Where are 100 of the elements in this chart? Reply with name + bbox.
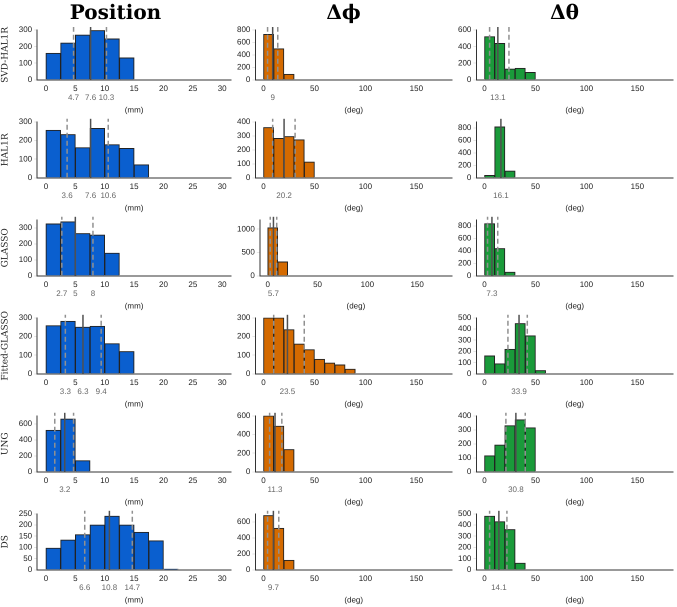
x-axis-title: (mm) bbox=[124, 595, 144, 604]
x-tick-label: 0 bbox=[44, 280, 49, 289]
x-tick-label: 150 bbox=[410, 84, 424, 93]
x-tick-label: 0 bbox=[44, 378, 49, 387]
chart-title: Δϕ bbox=[326, 0, 361, 24]
y-tick-label: 300 bbox=[458, 335, 472, 344]
y-tick-label: 150 bbox=[18, 531, 33, 540]
ref-line-label: 11.3 bbox=[268, 485, 284, 494]
y-tick-label: 200 bbox=[18, 451, 33, 460]
ref-line-label: 5.7 bbox=[268, 289, 280, 298]
y-tick-label: 500 bbox=[458, 509, 472, 518]
x-tick-label: 150 bbox=[630, 378, 645, 387]
ref-line-label: 9 bbox=[270, 93, 276, 102]
x-tick-label: 50 bbox=[530, 84, 540, 93]
y-tick-label: 0 bbox=[246, 369, 251, 378]
x-tick-label: 5 bbox=[73, 574, 78, 583]
y-tick-label: 200 bbox=[236, 448, 251, 458]
chart-title: Position bbox=[70, 0, 162, 24]
x-tick-label: 100 bbox=[580, 84, 594, 93]
y-tick-label: 300 bbox=[18, 117, 33, 126]
x-axis-title: (mm) bbox=[124, 399, 144, 408]
y-tick-label: 200 bbox=[18, 520, 33, 530]
x-axis-title: (deg) bbox=[565, 399, 584, 408]
ref-line-label: 6.3 bbox=[77, 387, 90, 396]
y-tick-label: 100 bbox=[458, 358, 472, 367]
y-tick-label: 0 bbox=[28, 75, 33, 84]
y-axis-title: DS bbox=[0, 535, 11, 548]
y-tick-label: 800 bbox=[458, 221, 472, 230]
ref-line-label: 14.7 bbox=[124, 583, 141, 592]
x-tick-label: 0 bbox=[482, 574, 488, 583]
y-tick-label: 0 bbox=[466, 173, 472, 182]
x-tick-label: 100 bbox=[358, 182, 373, 191]
y-tick-label: 400 bbox=[458, 246, 472, 256]
x-tick-label: 50 bbox=[530, 476, 540, 485]
ref-line-label: 9.4 bbox=[96, 387, 108, 396]
y-tick-label: 400 bbox=[458, 520, 472, 530]
y-tick-label: 400 bbox=[236, 117, 251, 126]
x-tick-label: 25 bbox=[188, 476, 198, 485]
y-tick-label: 100 bbox=[18, 154, 33, 164]
x-axis-title: (deg) bbox=[565, 497, 584, 506]
ref-line-label: 10.8 bbox=[102, 583, 118, 592]
x-axis-title: (deg) bbox=[565, 105, 584, 114]
y-tick-label: 0 bbox=[28, 369, 33, 378]
y-tick-label: 50 bbox=[23, 554, 33, 563]
x-tick-label: 0 bbox=[44, 182, 49, 191]
x-tick-label: 0 bbox=[261, 84, 266, 93]
x-tick-label: 10 bbox=[100, 182, 110, 191]
x-tick-label: 15 bbox=[130, 476, 140, 485]
ref-line-label: 3.6 bbox=[62, 191, 74, 200]
x-tick-label: 30 bbox=[218, 378, 228, 387]
x-tick-label: 30 bbox=[218, 476, 228, 485]
x-axis-title: (deg) bbox=[344, 497, 364, 506]
y-tick-label: 100 bbox=[236, 159, 251, 168]
ref-line-label: 8 bbox=[90, 289, 96, 298]
y-tick-label: 300 bbox=[18, 223, 33, 232]
y-tick-label: 200 bbox=[458, 439, 472, 448]
y-tick-label: 300 bbox=[18, 313, 33, 322]
y-axis-title: GLASSO bbox=[0, 228, 11, 268]
x-tick-label: 25 bbox=[188, 378, 198, 387]
y-tick-label: 0 bbox=[250, 271, 256, 280]
y-tick-label: 300 bbox=[458, 425, 472, 434]
ref-line-label: 14.1 bbox=[491, 583, 508, 592]
x-tick-label: 30 bbox=[218, 182, 228, 191]
x-tick-label: 25 bbox=[188, 280, 198, 289]
x-tick-label: 10 bbox=[100, 574, 110, 583]
y-tick-label: 100 bbox=[458, 554, 472, 563]
y-tick-label: 0 bbox=[466, 565, 472, 574]
ref-line-label: 3.3 bbox=[60, 387, 72, 396]
y-tick-label: 0 bbox=[28, 565, 33, 574]
x-tick-label: 0 bbox=[261, 378, 266, 387]
y-tick-label: 200 bbox=[458, 258, 472, 268]
y-tick-label: 0 bbox=[246, 565, 251, 574]
x-tick-label: 0 bbox=[44, 476, 49, 485]
x-tick-label: 10 bbox=[100, 280, 110, 289]
y-tick-label: 800 bbox=[458, 123, 472, 132]
ref-line-label: 10.3 bbox=[98, 93, 115, 102]
y-tick-label: 400 bbox=[236, 430, 251, 439]
x-tick-label: 20 bbox=[158, 280, 168, 289]
y-tick-label: 400 bbox=[458, 148, 472, 158]
y-tick-label: 0 bbox=[246, 173, 251, 182]
chart-title: Δθ bbox=[550, 0, 579, 24]
x-tick-label: 30 bbox=[218, 84, 228, 93]
y-axis-title: Fitted-GLASSO bbox=[0, 310, 11, 381]
x-tick-label: 5 bbox=[73, 280, 78, 289]
x-tick-label: 30 bbox=[218, 574, 228, 583]
x-tick-label: 100 bbox=[360, 280, 375, 289]
y-tick-label: 200 bbox=[236, 549, 251, 558]
x-tick-label: 10 bbox=[100, 84, 110, 93]
x-axis-title: (deg) bbox=[344, 105, 364, 114]
y-tick-label: 200 bbox=[18, 239, 33, 248]
y-axis-title: SVD-HAL1R bbox=[0, 26, 11, 83]
x-axis-title: (mm) bbox=[124, 203, 144, 212]
y-tick-label: 0 bbox=[466, 369, 472, 378]
x-tick-label: 0 bbox=[482, 84, 488, 93]
y-tick-label: 300 bbox=[458, 531, 472, 540]
x-axis-title: (deg) bbox=[565, 203, 584, 212]
x-tick-label: 150 bbox=[410, 378, 424, 387]
ref-line-label: 16.1 bbox=[493, 191, 510, 200]
y-tick-label: 100 bbox=[18, 255, 33, 264]
x-tick-label: 150 bbox=[410, 574, 424, 583]
